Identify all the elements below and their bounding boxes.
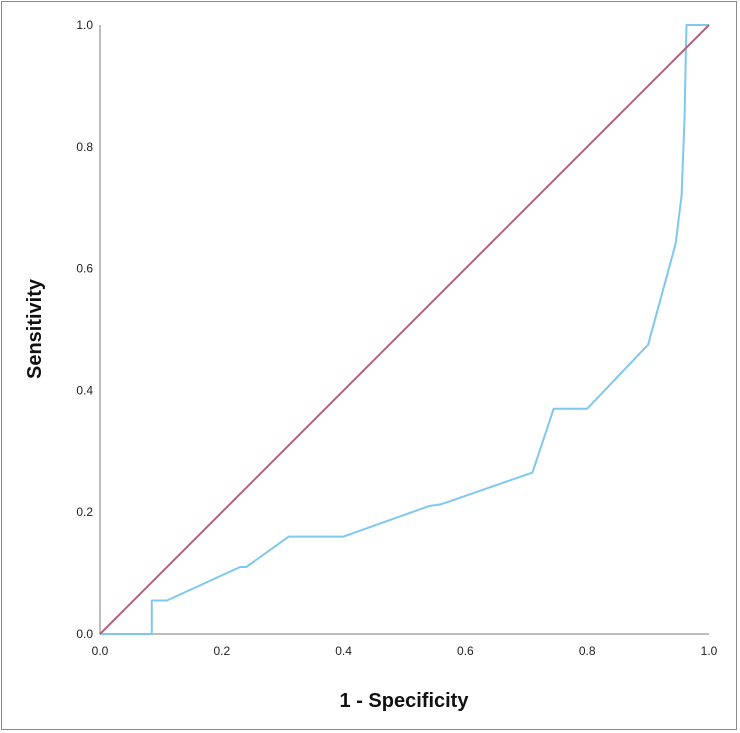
x-tick-label: 0.0 <box>92 644 109 658</box>
x-tick-label: 0.8 <box>579 644 596 658</box>
series-lines <box>99 24 710 635</box>
x-tick-label: 1.0 <box>701 644 718 658</box>
y-tick-label: 0.8 <box>76 140 93 154</box>
axes <box>99 25 709 635</box>
x-tick-label: 0.2 <box>213 644 230 658</box>
y-tick-label: 0.6 <box>76 262 93 276</box>
x-axis-title: 1 - Specificity <box>340 690 470 712</box>
x-ticks: 0.0 0.2 0.4 0.6 0.8 1.0 <box>92 644 718 658</box>
y-axis-title: Sensitivity <box>24 278 46 379</box>
y-tick-label: 0.0 <box>76 627 93 641</box>
y-tick-label: 1.0 <box>76 18 93 32</box>
y-tick-label: 0.4 <box>76 383 93 397</box>
x-tick-label: 0.6 <box>457 644 474 658</box>
reference-diagonal-line <box>99 24 710 635</box>
y-ticks: 0.0 0.2 0.4 0.6 0.8 1.0 <box>76 18 93 641</box>
roc-curve-line <box>100 24 709 635</box>
x-tick-label: 0.4 <box>335 644 352 658</box>
y-tick-label: 0.2 <box>76 505 93 519</box>
